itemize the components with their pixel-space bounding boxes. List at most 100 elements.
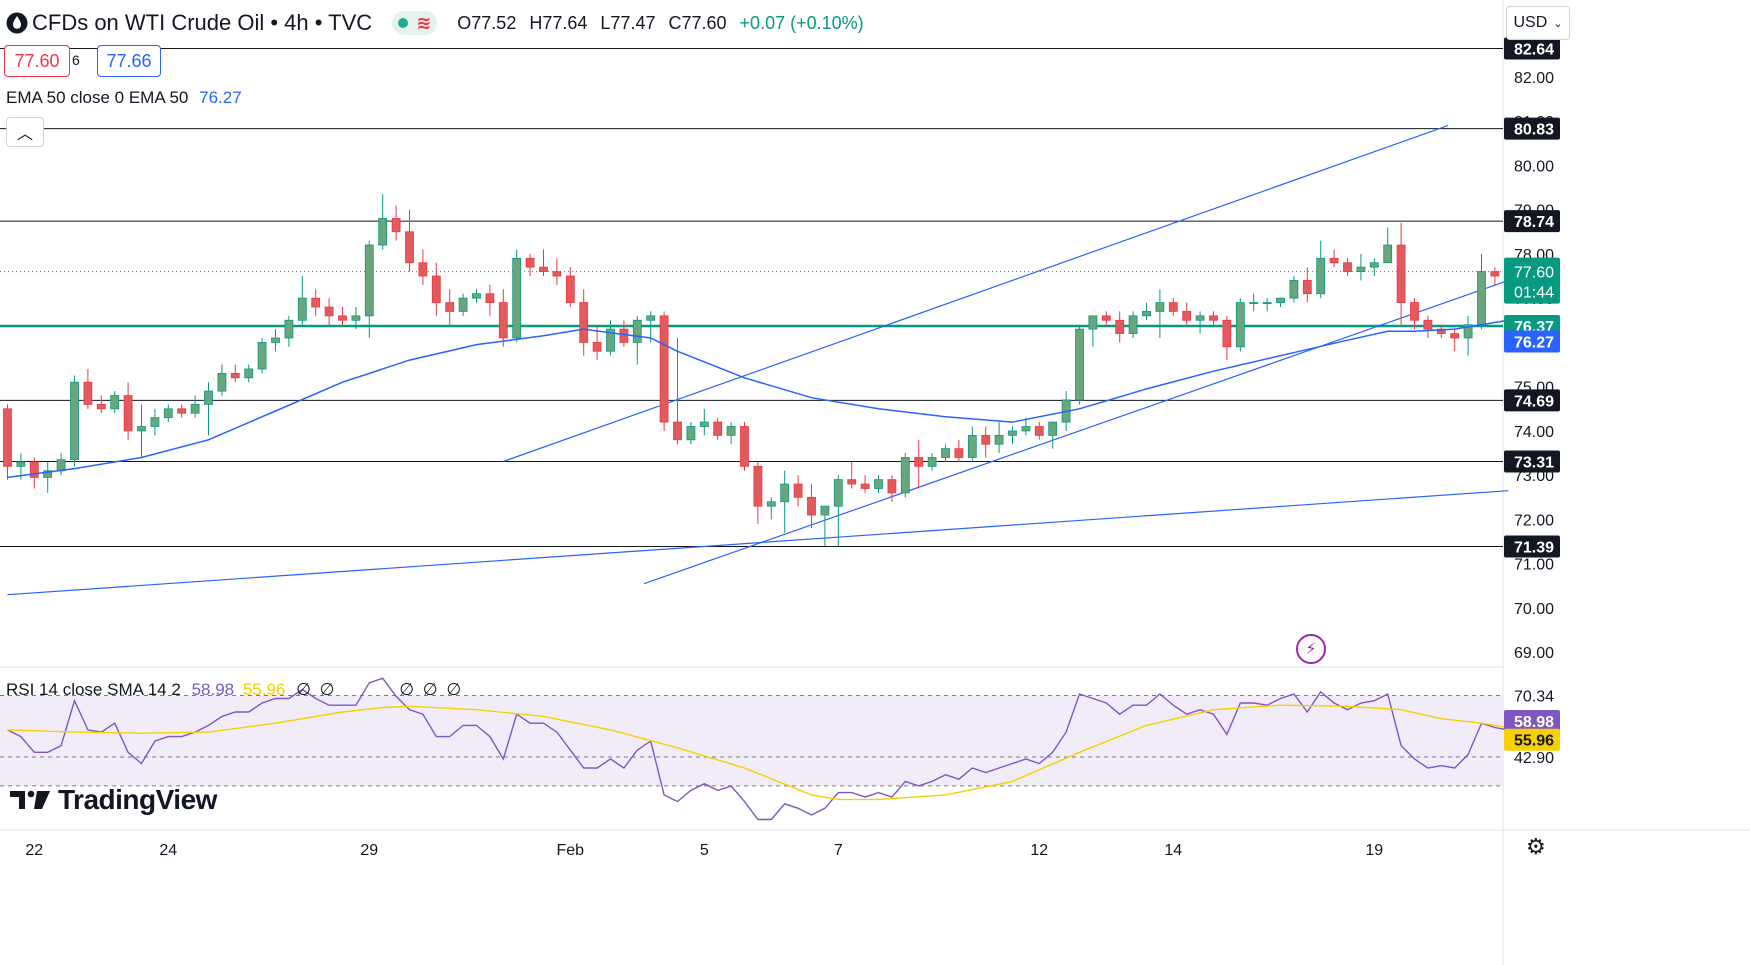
candle-body[interactable]	[137, 426, 146, 432]
candle-body[interactable]	[686, 426, 696, 441]
candle-body[interactable]	[874, 479, 883, 489]
candle-body[interactable]	[860, 483, 870, 489]
candle-body[interactable]	[793, 483, 803, 498]
candle-body[interactable]	[1343, 262, 1352, 272]
sell-price-button[interactable]: 77.60	[4, 45, 70, 77]
candle-body[interactable]	[740, 426, 749, 467]
candle-body[interactable]	[807, 496, 816, 516]
candle-body[interactable]	[257, 342, 267, 370]
ema-50-line[interactable]	[7, 319, 1509, 479]
rsi-legend[interactable]: RSI 14 close SMA 14 2 58.98 55.96 ∅ ∅ ∅ …	[6, 680, 461, 700]
candle-body[interactable]	[632, 319, 642, 343]
candle-body[interactable]	[1115, 319, 1125, 334]
candle-body[interactable]	[1235, 302, 1245, 348]
candle-body[interactable]	[847, 479, 857, 485]
candle-body[interactable]	[70, 381, 79, 461]
candle-body[interactable]	[565, 275, 575, 303]
symbol-title[interactable]: CFDs on WTI Crude Oil • 4h • TVC	[32, 10, 373, 35]
candle-body[interactable]	[1410, 302, 1419, 321]
candle-body[interactable]	[110, 395, 120, 410]
candle-body[interactable]	[900, 457, 910, 494]
candle-body[interactable]	[204, 390, 213, 405]
candle-body[interactable]	[230, 372, 240, 379]
candle-body[interactable]	[498, 302, 508, 339]
rsi-line[interactable]	[7, 677, 1522, 821]
candle-body[interactable]	[271, 337, 280, 343]
market-status-pill[interactable]: ≋	[392, 11, 438, 35]
trendline[interactable]	[643, 279, 1509, 585]
candle-body[interactable]	[1048, 421, 1058, 436]
candle-body[interactable]	[1142, 311, 1151, 317]
candle-body[interactable]	[659, 315, 669, 423]
tradingview-logo[interactable]: TradingView	[10, 784, 217, 816]
candle-body[interactable]	[1302, 280, 1312, 295]
candle-body[interactable]	[338, 315, 347, 321]
candle-body[interactable]	[981, 434, 991, 445]
candle-body[interactable]	[364, 244, 374, 317]
candle-body[interactable]	[29, 461, 39, 478]
candle-body[interactable]	[673, 421, 682, 441]
candle-body[interactable]	[297, 297, 307, 321]
candle-body[interactable]	[927, 457, 937, 467]
settings-gear-icon[interactable]: ⚙	[1526, 834, 1546, 859]
candle-body[interactable]	[458, 297, 468, 312]
candle-body[interactable]	[967, 434, 977, 458]
candle-body[interactable]	[445, 302, 455, 312]
candle-body[interactable]	[552, 271, 562, 277]
candle-body[interactable]	[619, 328, 629, 343]
candle-body[interactable]	[3, 408, 12, 467]
candle-body[interactable]	[1008, 430, 1017, 436]
candle-body[interactable]	[177, 408, 187, 414]
candle-body[interactable]	[1182, 311, 1192, 321]
currency-selector[interactable]: USD ⌄	[1506, 6, 1570, 40]
candle-body[interactable]	[833, 479, 843, 507]
candle-body[interactable]	[123, 395, 133, 432]
candle-body[interactable]	[512, 257, 522, 339]
candle-body[interactable]	[1289, 280, 1299, 299]
candle-body[interactable]	[56, 459, 66, 472]
candle-body[interactable]	[1088, 315, 1098, 330]
candle-body[interactable]	[284, 319, 294, 339]
candle-body[interactable]	[217, 372, 227, 392]
candle-body[interactable]	[646, 315, 656, 321]
candle-body[interactable]	[994, 434, 1004, 445]
candle-body[interactable]	[16, 461, 26, 467]
collapse-legend-button[interactable]: ︿	[6, 117, 44, 147]
candle-body[interactable]	[699, 421, 709, 427]
candle-body[interactable]	[244, 368, 254, 379]
candle-body[interactable]	[43, 470, 53, 478]
candle-body[interactable]	[954, 448, 964, 458]
candle-body[interactable]	[579, 302, 589, 343]
candle-body[interactable]	[914, 457, 924, 467]
candle-body[interactable]	[472, 293, 481, 299]
candle-body[interactable]	[418, 262, 428, 277]
candle-body[interactable]	[592, 342, 602, 352]
candle-body[interactable]	[525, 257, 535, 268]
ema-legend[interactable]: EMA 50 close 0 EMA 50 76.27	[6, 88, 242, 108]
candle-body[interactable]	[820, 505, 830, 516]
candle-body[interactable]	[351, 315, 361, 321]
candle-body[interactable]	[1075, 328, 1084, 401]
candle-body[interactable]	[1396, 244, 1406, 303]
buy-price-button[interactable]: 77.66	[97, 45, 161, 77]
candle-body[interactable]	[1329, 257, 1339, 264]
candle-body[interactable]	[311, 297, 321, 308]
candle-body[interactable]	[1423, 319, 1433, 330]
candle-body[interactable]	[1276, 297, 1285, 303]
candle-body[interactable]	[150, 417, 160, 427]
candle-body[interactable]	[1195, 315, 1205, 321]
lightning-icon[interactable]: ⚡	[1296, 634, 1326, 664]
candle-body[interactable]	[941, 448, 950, 458]
candle-body[interactable]	[324, 306, 334, 317]
candle-body[interactable]	[1262, 302, 1272, 304]
candle-body[interactable]	[753, 465, 763, 507]
candle-body[interactable]	[431, 275, 441, 303]
candle-body[interactable]	[405, 231, 414, 264]
candle-body[interactable]	[606, 328, 615, 352]
candle-body[interactable]	[1463, 324, 1473, 339]
rsi-sma-line[interactable]	[7, 704, 1509, 801]
candle-body[interactable]	[766, 501, 776, 507]
candle-body[interactable]	[163, 408, 173, 419]
candle-body[interactable]	[1168, 302, 1178, 312]
